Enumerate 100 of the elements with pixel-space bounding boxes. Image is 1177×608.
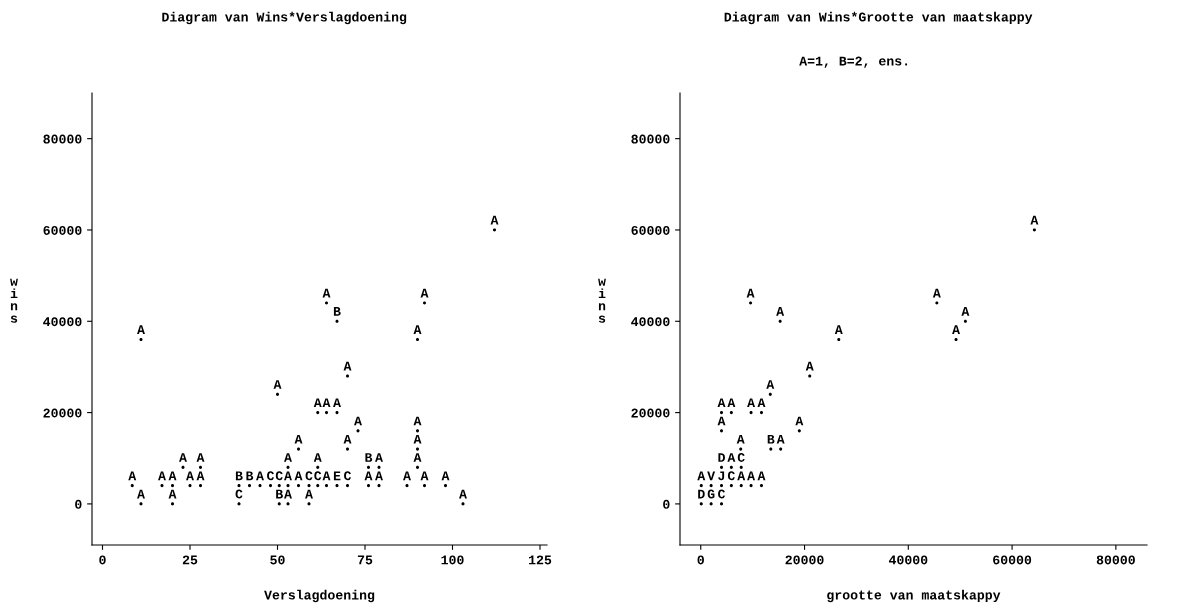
- data-label: A: [459, 489, 467, 499]
- data-label: A: [413, 416, 422, 426]
- data-label: A: [168, 489, 177, 499]
- x-tick-label: 40000: [888, 555, 928, 565]
- y-tick-label: 80000: [631, 134, 670, 144]
- point: [954, 337, 958, 342]
- y-axis-title: wins: [598, 278, 606, 323]
- data-label: A: [757, 398, 766, 408]
- point: [729, 484, 733, 488]
- data-label: A: [441, 471, 450, 481]
- y-tick-label: 40000: [43, 317, 82, 327]
- point: [335, 411, 339, 415]
- point: [699, 484, 703, 488]
- data-label: A: [697, 471, 706, 481]
- data-label: A: [727, 398, 736, 408]
- data-label: A: [196, 453, 205, 462]
- point: [198, 484, 203, 488]
- data-label: A: [795, 416, 804, 426]
- point: [237, 484, 241, 488]
- data-label: A: [952, 325, 961, 335]
- data-label: C: [727, 471, 735, 481]
- data-label: A: [420, 471, 429, 481]
- point: [335, 484, 339, 488]
- point: [316, 484, 320, 488]
- data-label: A: [747, 398, 756, 408]
- data-label: A: [736, 434, 745, 444]
- data-label: A: [413, 434, 422, 444]
- point: [377, 465, 381, 469]
- data-label: A: [490, 215, 499, 225]
- chart-subtitle: A=1, B=2, ens.: [799, 56, 908, 68]
- y-tick-label: 0: [663, 499, 670, 509]
- point: [247, 484, 252, 488]
- data-label: A: [322, 471, 331, 481]
- data-label: B: [333, 307, 341, 316]
- data-label: A: [1030, 215, 1039, 225]
- point: [492, 228, 497, 232]
- data-label: V: [707, 471, 716, 481]
- point: [366, 465, 371, 469]
- data-label: A: [805, 361, 814, 371]
- data-label: A: [403, 471, 411, 481]
- data-label: A: [137, 325, 145, 335]
- x-tick-label: 80000: [1096, 555, 1135, 565]
- data-label: B: [276, 489, 283, 499]
- point: [181, 465, 185, 469]
- y-tick-label: 60000: [43, 225, 82, 235]
- x-axis-title: grootte van maatskappy: [827, 589, 1001, 603]
- data-label: A: [343, 434, 352, 444]
- data-label: A: [766, 380, 775, 389]
- data-label: A: [284, 489, 292, 499]
- data-label: C: [314, 471, 322, 481]
- x-tick-label: 100: [441, 555, 464, 565]
- data-label: A: [273, 380, 282, 389]
- data-label: A: [343, 361, 352, 371]
- point: [749, 301, 753, 305]
- point: [415, 337, 420, 342]
- x-tick-label: 60000: [993, 555, 1032, 565]
- point: [286, 465, 290, 469]
- point: [719, 484, 724, 488]
- data-label: B: [767, 434, 775, 444]
- data-label: A: [256, 471, 264, 481]
- point: [759, 411, 764, 415]
- point: [324, 411, 329, 415]
- y-tick-label: 20000: [631, 408, 670, 418]
- data-label: A: [932, 288, 941, 298]
- data-label: A: [717, 398, 726, 408]
- data-label: D: [718, 453, 725, 462]
- point: [443, 484, 448, 488]
- point: [759, 484, 764, 488]
- x-tick-label: 0: [697, 555, 704, 565]
- data-label: A: [364, 471, 373, 481]
- point: [345, 484, 350, 488]
- point: [415, 465, 420, 469]
- x-tick-label: 75: [357, 555, 373, 565]
- point: [188, 484, 192, 488]
- data-label: C: [737, 453, 745, 462]
- data-label: A: [137, 489, 145, 499]
- x-tick-label: 50: [270, 555, 285, 565]
- data-label: A: [294, 434, 303, 444]
- data-label: A: [186, 471, 194, 481]
- y-tick-label: 60000: [631, 225, 670, 235]
- point: [719, 465, 724, 469]
- point: [729, 411, 733, 415]
- point: [377, 484, 381, 488]
- data-label: A: [747, 471, 756, 481]
- point: [258, 484, 262, 488]
- y-tick-label: 40000: [631, 317, 670, 327]
- data-label: C: [305, 471, 313, 481]
- data-label: A: [375, 453, 383, 462]
- data-label: A: [313, 398, 322, 408]
- point: [139, 337, 143, 342]
- point: [316, 465, 320, 469]
- data-label: A: [158, 471, 166, 481]
- point: [719, 411, 724, 415]
- data-label: A: [294, 471, 303, 481]
- point: [422, 484, 427, 488]
- data-label: A: [179, 453, 187, 462]
- data-label: A: [354, 416, 362, 426]
- point: [296, 484, 301, 488]
- data-label: A: [420, 288, 429, 298]
- x-axis-title: Verslagdoening: [264, 589, 375, 603]
